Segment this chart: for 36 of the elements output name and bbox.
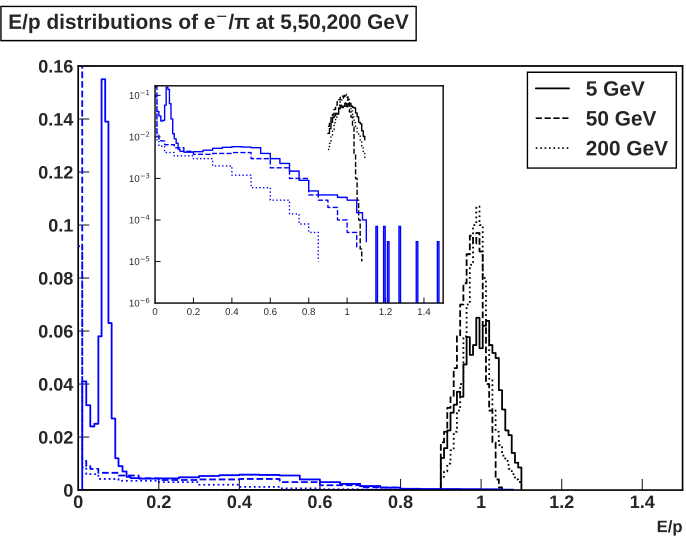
y-tick-label: 0.02 bbox=[38, 430, 73, 444]
x-tick-label: 0.4 bbox=[228, 495, 252, 508]
y-tick-label: 0.06 bbox=[38, 324, 73, 338]
x-tick-label: 0 bbox=[74, 495, 82, 508]
y-tick-label: 10$^{−6}$ bbox=[130, 298, 150, 307]
x-tick-label: 0.8 bbox=[302, 308, 316, 316]
x-tick-label: 0 bbox=[152, 308, 158, 316]
y-tick-label: 0.08 bbox=[38, 272, 73, 285]
legend-label: 5 GeV bbox=[586, 81, 645, 96]
x-tick-label: 1 bbox=[477, 496, 486, 508]
y-tick-label: 0.16 bbox=[38, 60, 73, 73]
x-axis-title: E/p bbox=[658, 520, 682, 536]
x-tick-label: 1.2 bbox=[380, 308, 392, 315]
y-tick-label: 10$^{−1}$ bbox=[130, 90, 150, 99]
x-tick-label: 0.6 bbox=[308, 495, 332, 508]
x-tick-label: 0.2 bbox=[146, 495, 171, 508]
x-tick-label: 0.8 bbox=[388, 495, 413, 508]
y-tick-label: 10$^{−2}$ bbox=[130, 132, 150, 140]
y-tick-label: 0 bbox=[64, 484, 73, 497]
y-tick-label: 10$^{−3}$ bbox=[130, 173, 150, 182]
y-tick-label: 0.12 bbox=[38, 166, 73, 179]
y-tick-label: 0.14 bbox=[38, 112, 74, 126]
y-tick-label: 10$^{−5}$ bbox=[130, 256, 150, 266]
x-tick-label: 1.4 bbox=[418, 308, 430, 315]
y-tick-label: 0.1 bbox=[48, 218, 73, 232]
chart-title: E/p distributions of e$^{−}$/π at 5,50,200 GeV bbox=[10, 14, 409, 34]
y-tick-label: 0.04 bbox=[38, 378, 74, 391]
y-tick-label: 10$^{−4}$ bbox=[130, 214, 150, 224]
x-tick-label: 1.2 bbox=[550, 495, 574, 508]
legend-label: 200 GeV bbox=[586, 140, 668, 156]
x-tick-label: 0.6 bbox=[264, 308, 277, 316]
x-tick-label: 1 bbox=[345, 308, 350, 315]
x-tick-label: 0.2 bbox=[187, 308, 200, 316]
x-tick-label: 0.4 bbox=[225, 308, 238, 316]
legend-label: 50 GeV bbox=[586, 110, 656, 126]
x-tick-label: 1.4 bbox=[630, 496, 655, 508]
